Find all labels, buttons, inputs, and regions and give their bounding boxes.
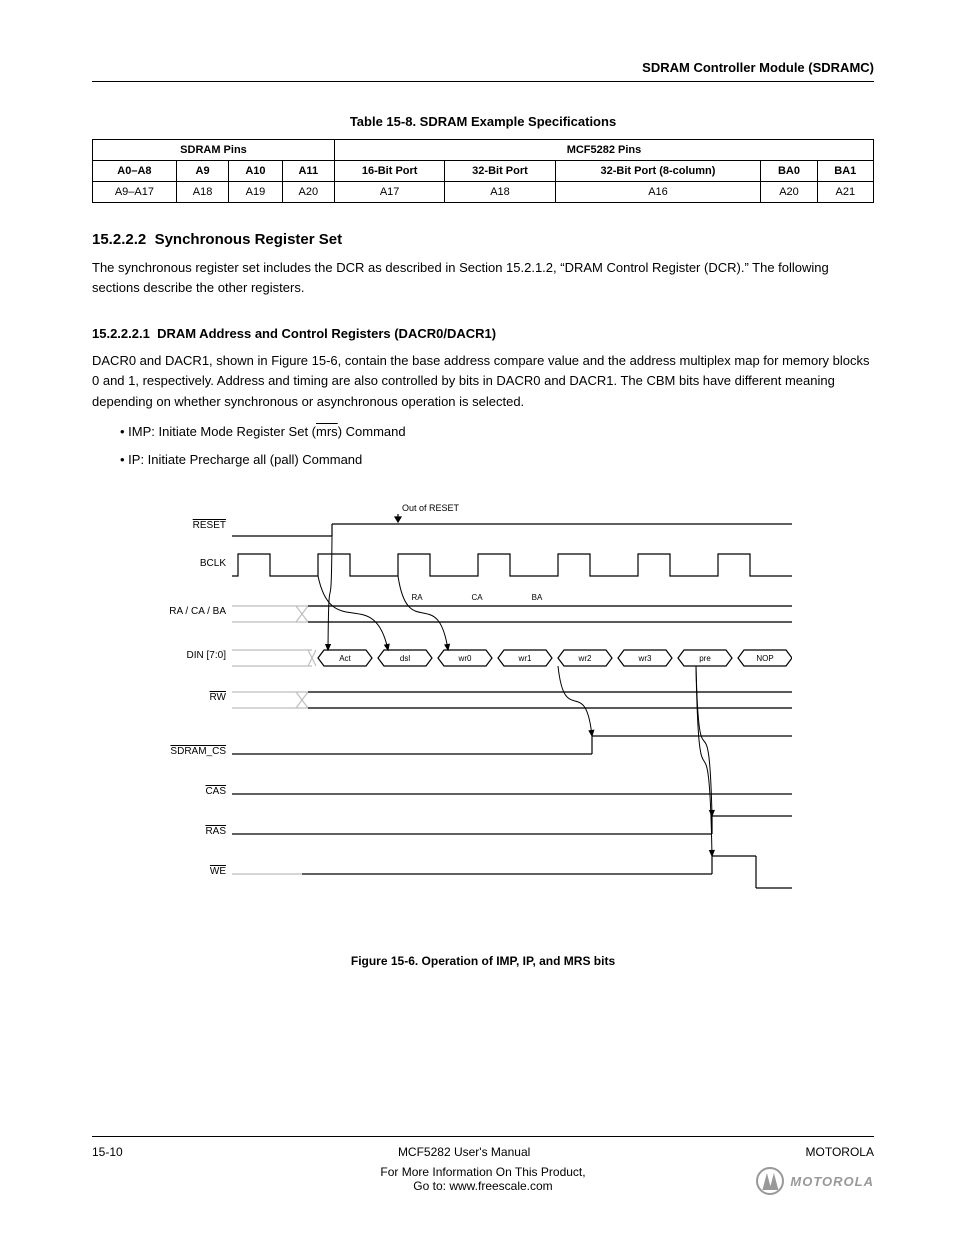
sig-label-cas: CAS [205, 786, 226, 797]
svg-text:wr2: wr2 [578, 654, 592, 663]
th: A11 [282, 161, 334, 182]
th: A9 [176, 161, 228, 182]
section-title: Synchronous Register Set [155, 231, 343, 248]
footer-rule [92, 1136, 874, 1137]
footer-manual-title: MCF5282 User's Manual [398, 1145, 530, 1159]
subsection-body: DACR0 and DACR1, shown in Figure 15-6, c… [92, 351, 874, 411]
spec-table: SDRAM Pins MCF5282 Pins A0–A8 A9 A10 A11… [92, 139, 874, 203]
footer-page-num: 15-10 [92, 1145, 123, 1159]
td: A19 [229, 182, 282, 203]
footer-motorola: MOTOROLA [806, 1145, 874, 1159]
svg-text:wr1: wr1 [518, 654, 532, 663]
svg-text:Act: Act [339, 654, 351, 663]
svg-text:Out of RESET: Out of RESET [402, 503, 460, 513]
motorola-logo-icon [756, 1167, 784, 1195]
td: A21 [817, 182, 873, 203]
subsection-number: 15.2.2.2.1 [92, 326, 150, 341]
svg-text:BA: BA [532, 593, 543, 602]
th: 32-Bit Port (8-column) [555, 161, 761, 182]
th-group-right: MCF5282 Pins [334, 140, 873, 161]
td: A18 [445, 182, 555, 203]
figure-caption: Figure 15-6. Operation of IMP, IP, and M… [92, 954, 874, 968]
running-header: SDRAM Controller Module (SDRAMC) [92, 60, 874, 75]
svg-text:dsl: dsl [400, 654, 410, 663]
sig-label-din: DIN [7:0] [187, 650, 226, 661]
section-heading: 15.2.2.2 Synchronous Register Set [92, 231, 874, 248]
sig-label-reset: RESET [193, 520, 226, 531]
th-group-left: SDRAM Pins [93, 140, 335, 161]
td: A16 [555, 182, 761, 203]
table-caption: Table 15-8. SDRAM Example Specifications [92, 114, 874, 129]
section-number: 15.2.2.2 [92, 231, 146, 248]
header-rule [92, 81, 874, 82]
sig-label-ra: RA / CA / BA [169, 606, 226, 617]
sig-label-rw: RW [210, 692, 226, 703]
timing-svg: Out of RESET RA CA BA Act dsl wr0 wr1 wr2 wr3 pre N… [232, 494, 792, 934]
page-footer: 15-10 MCF5282 User's Manual MOTOROLA For… [0, 1136, 954, 1193]
svg-text:wr3: wr3 [638, 654, 652, 663]
svg-text:wr0: wr0 [458, 654, 472, 663]
td: A20 [761, 182, 817, 203]
sig-label-bclk: BCLK [200, 558, 226, 569]
sig-label-we: WE [210, 866, 226, 877]
th: BA1 [817, 161, 873, 182]
motorola-logo-text: MOTOROLA [790, 1174, 874, 1189]
th: BA0 [761, 161, 817, 182]
timing-diagram: RESET BCLK RA / CA / BA DIN [7:0] RW SDR… [232, 494, 792, 944]
th: 16-Bit Port [334, 161, 444, 182]
td: A18 [176, 182, 228, 203]
table-row: A9–A17 A18 A19 A20 A17 A18 A16 A20 A21 [93, 182, 874, 203]
sig-label-sdramcs: SDRAM_CS [170, 746, 226, 757]
bullet-ip: • IP: Initiate Precharge all (pall) Comm… [120, 450, 874, 470]
svg-text:NOP: NOP [756, 654, 773, 663]
table-row: A0–A8 A9 A10 A11 16-Bit Port 32-Bit Port… [93, 161, 874, 182]
th: A0–A8 [93, 161, 177, 182]
th: A10 [229, 161, 282, 182]
svg-text:CA: CA [471, 593, 483, 602]
td: A9–A17 [93, 182, 177, 203]
subsection-title: DRAM Address and Control Registers (DACR… [157, 326, 496, 341]
svg-text:RA: RA [411, 593, 423, 602]
sig-label-ras: RAS [205, 826, 226, 837]
bullet-imp: • IMP: Initiate Mode Register Set (mrs) … [120, 422, 874, 442]
td: A20 [282, 182, 334, 203]
th: 32-Bit Port [445, 161, 555, 182]
subsection-heading: 15.2.2.2.1 DRAM Address and Control Regi… [92, 326, 874, 341]
td: A17 [334, 182, 444, 203]
svg-text:pre: pre [699, 654, 711, 663]
section-body: The synchronous register set includes th… [92, 258, 874, 298]
table-row: SDRAM Pins MCF5282 Pins [93, 140, 874, 161]
